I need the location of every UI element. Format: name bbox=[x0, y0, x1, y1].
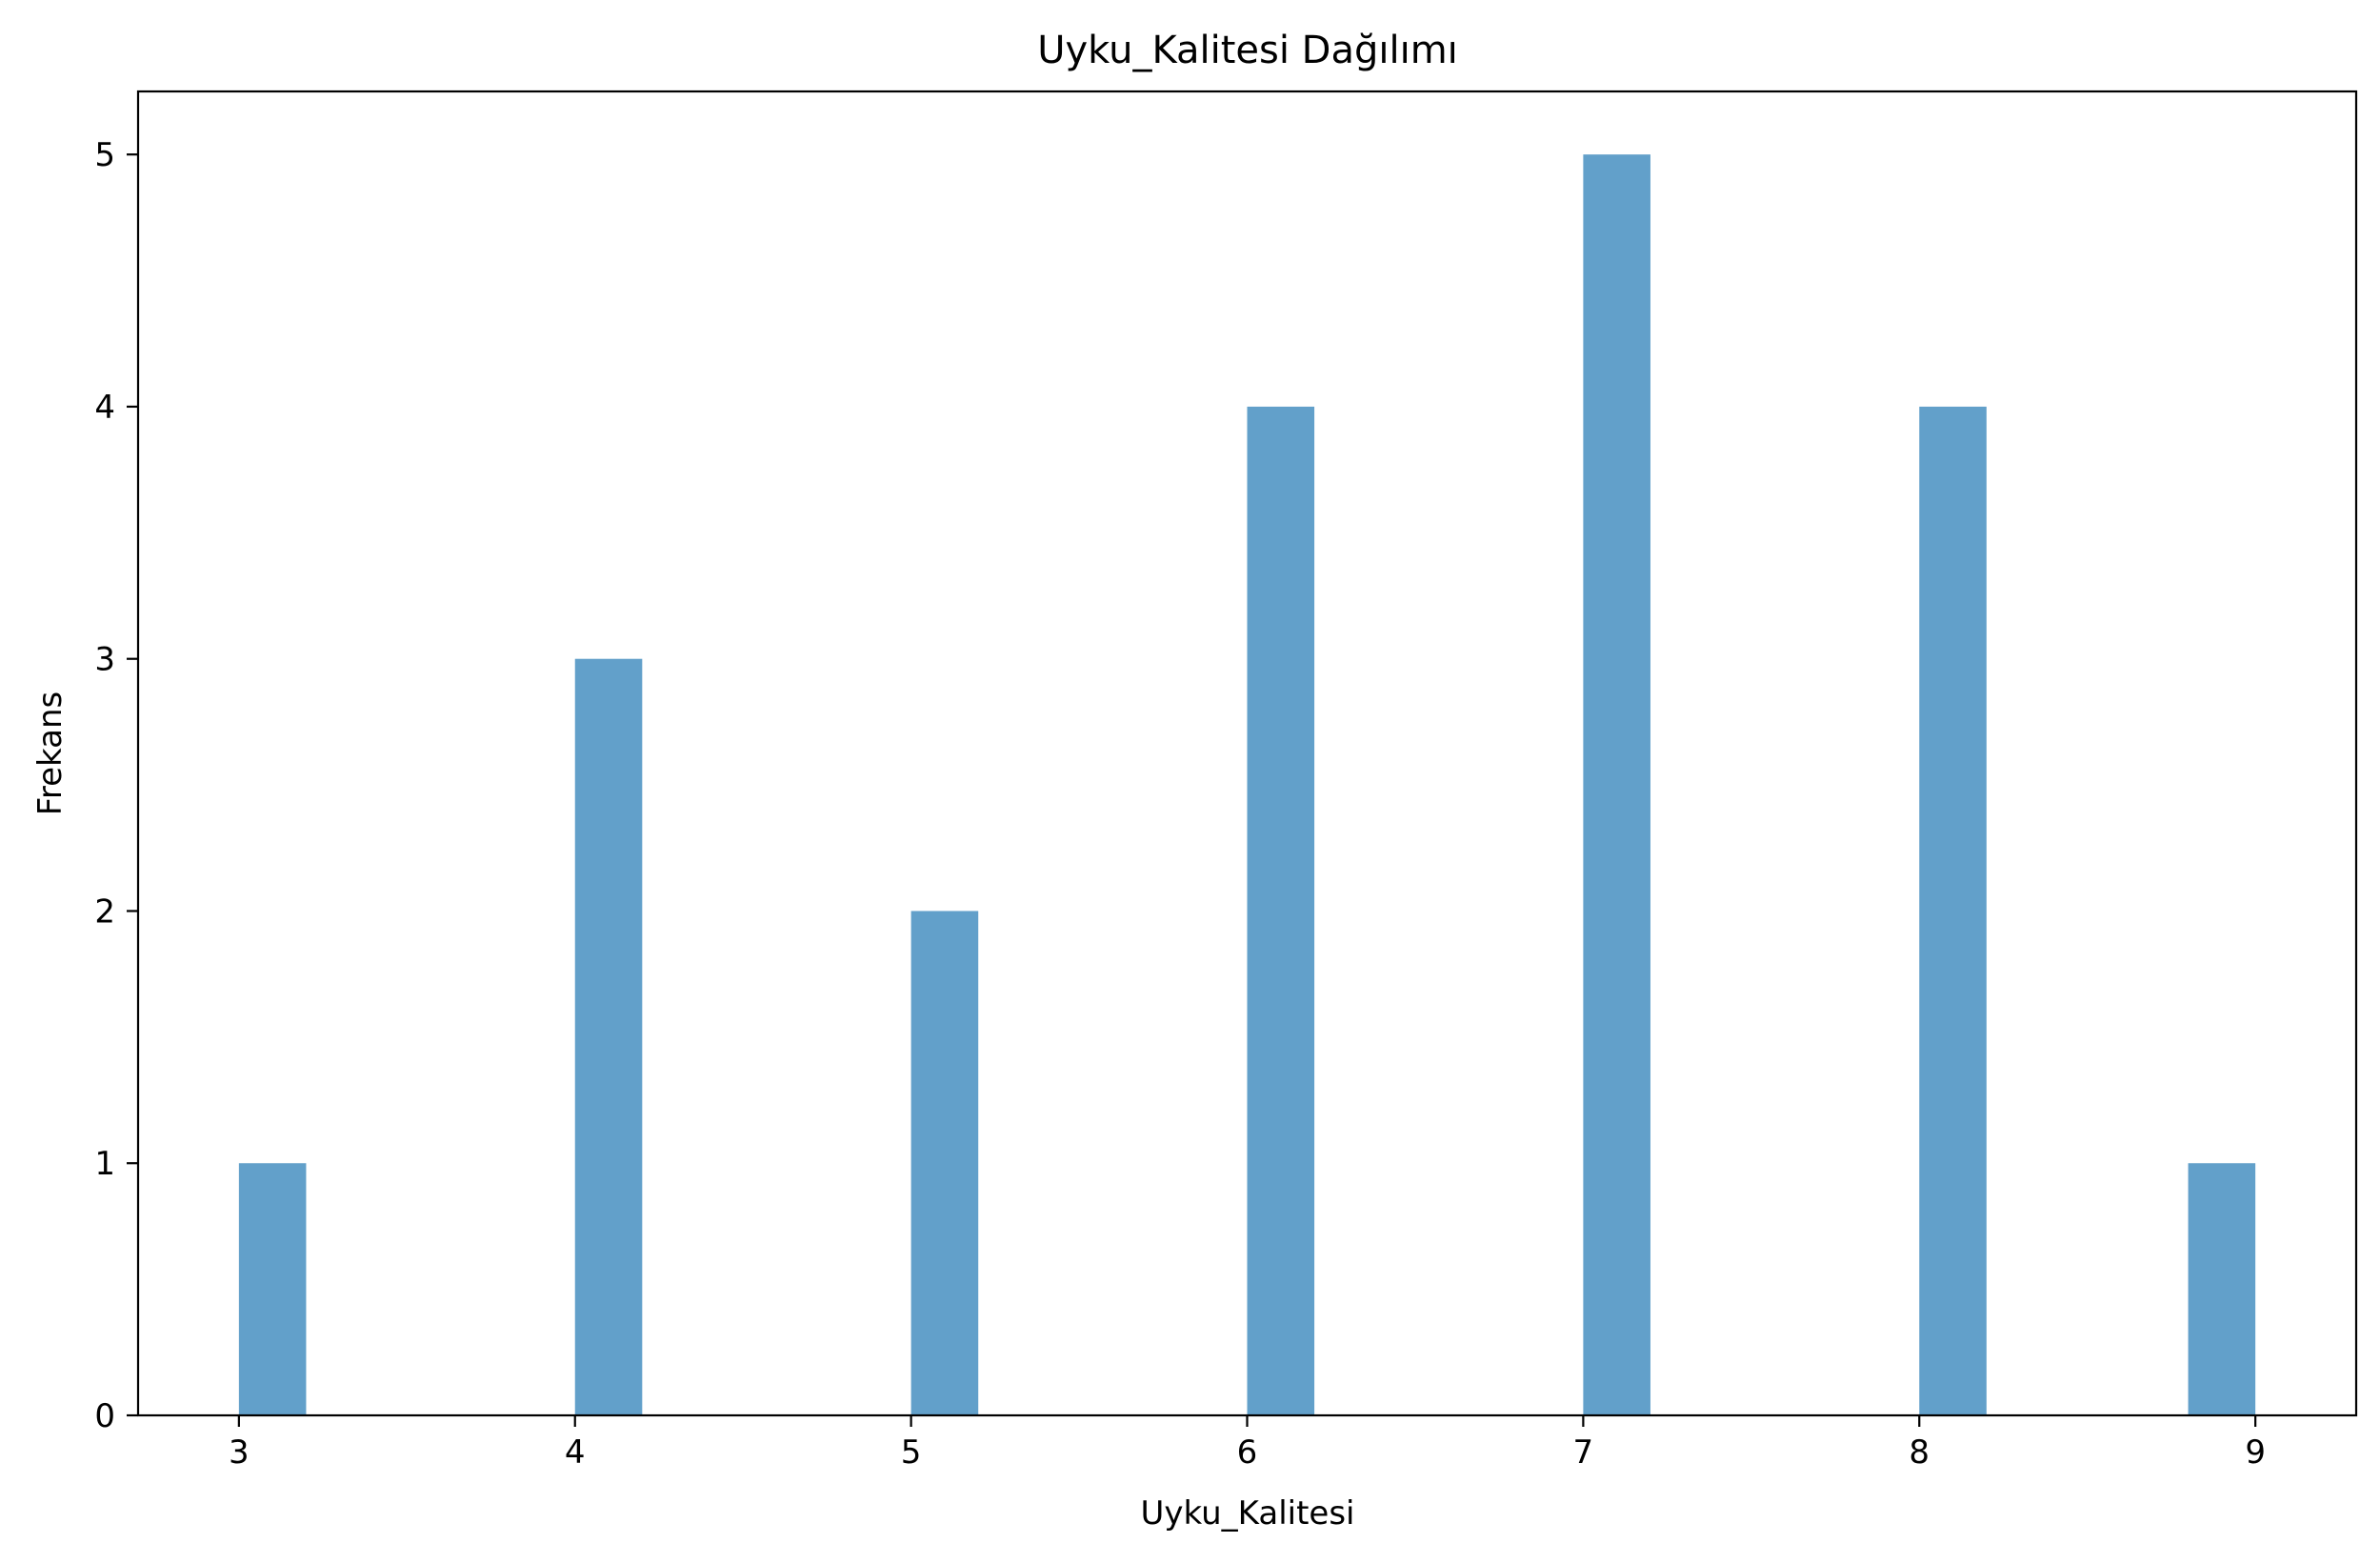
x-tick-label: 7 bbox=[1573, 1433, 1594, 1472]
x-axis-label: Uyku_Kalitesi bbox=[1140, 1494, 1354, 1533]
x-tick-label: 9 bbox=[2245, 1433, 2266, 1472]
histogram-bar bbox=[1583, 154, 1650, 1416]
y-tick-label: 1 bbox=[94, 1145, 115, 1183]
histogram-bar bbox=[910, 911, 979, 1415]
x-axis-ticks: 3 4 5 6 7 8 9 bbox=[229, 1415, 2266, 1472]
bars-group bbox=[238, 154, 2256, 1416]
y-tick-label: 5 bbox=[94, 136, 115, 174]
y-tick-label: 0 bbox=[94, 1397, 115, 1435]
y-tick-label: 4 bbox=[94, 389, 115, 427]
x-tick-label: 8 bbox=[1909, 1433, 1930, 1472]
x-tick-label: 6 bbox=[1237, 1433, 1258, 1472]
y-axis-label: Frekans bbox=[31, 691, 70, 815]
histogram-bar bbox=[238, 1163, 307, 1415]
histogram-bar bbox=[1919, 406, 1987, 1415]
y-axis-ticks: 0 1 2 3 4 5 bbox=[94, 136, 138, 1435]
plot-frame bbox=[136, 90, 2358, 1417]
y-tick-label: 2 bbox=[94, 892, 115, 931]
x-tick-label: 3 bbox=[229, 1433, 250, 1472]
x-tick-label: 5 bbox=[901, 1433, 922, 1472]
y-tick-label: 3 bbox=[94, 641, 115, 679]
histogram-bar bbox=[1247, 406, 1315, 1415]
histogram-bar bbox=[574, 658, 643, 1415]
x-tick-label: 4 bbox=[565, 1433, 586, 1472]
histogram-bar bbox=[2188, 1163, 2256, 1415]
chart-title: Uyku_Kalitesi Dağılımı bbox=[1037, 29, 1458, 72]
